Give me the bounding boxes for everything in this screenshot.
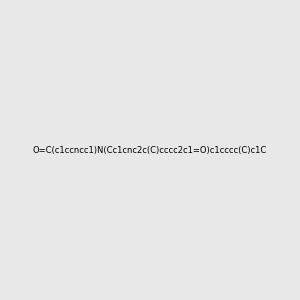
Text: O=C(c1ccncc1)N(Cc1cnc2c(C)cccc2c1=O)c1cccc(C)c1C: O=C(c1ccncc1)N(Cc1cnc2c(C)cccc2c1=O)c1cc… bbox=[33, 146, 267, 154]
